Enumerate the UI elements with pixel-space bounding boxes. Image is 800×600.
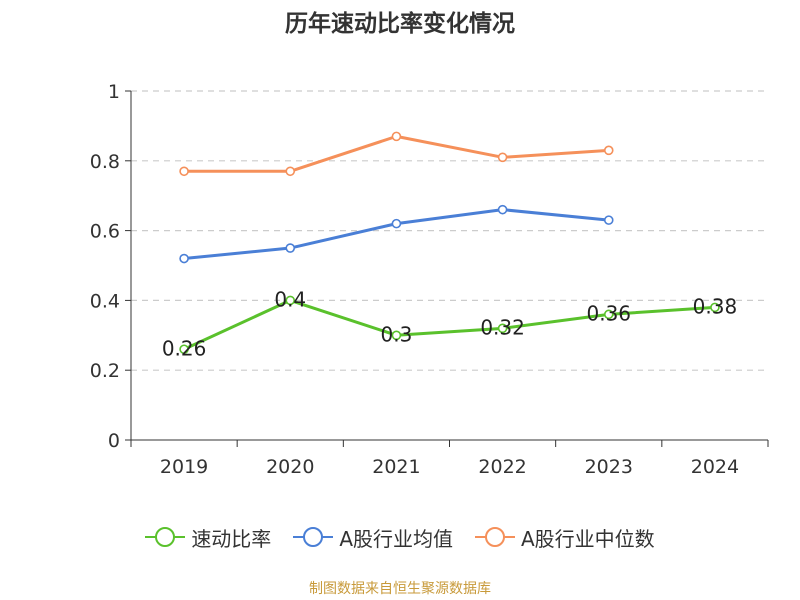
data-point: [391, 330, 402, 341]
legend-swatch: [145, 527, 186, 547]
data-point: [603, 309, 614, 320]
y-tick-label: 0.4: [90, 290, 120, 312]
legend-item[interactable]: A股行业中位数: [475, 523, 655, 552]
chart-title: 历年速动比率变化情况: [285, 11, 515, 37]
data-point: [391, 218, 402, 229]
data-point: [497, 323, 508, 334]
legend-label: A股行业均值: [339, 526, 453, 551]
source-footer: 制图数据来自恒生聚源数据库: [309, 581, 491, 597]
legend-swatch: [475, 527, 515, 547]
y-tick-label: 0: [108, 430, 120, 452]
x-tick-label: 2024: [691, 456, 739, 478]
x-tick-label: 2019: [160, 456, 208, 478]
series-line: [183, 208, 609, 261]
series-line: [184, 134, 609, 173]
y-tick-label: 0.2: [90, 360, 120, 382]
data-point: [285, 295, 296, 306]
data-point: [497, 204, 508, 215]
y-tick-label: 0.6: [90, 221, 120, 243]
data-point: [285, 243, 296, 253]
x-tick-label: 2021: [372, 456, 420, 478]
series-line: [183, 298, 716, 351]
legend-label: A股行业中位数: [521, 526, 655, 551]
data-point: [179, 253, 189, 264]
x-tick-label: 2022: [478, 456, 526, 478]
data-label: 0.4: [274, 287, 306, 311]
grid-lines: [131, 90, 768, 371]
data-label: 0.3: [381, 322, 413, 346]
y-tick-label: 1: [108, 81, 120, 103]
legend: 速动比率 A股行业均值 A股行业中位数: [0, 521, 800, 553]
legend-item[interactable]: 速动比率: [145, 523, 271, 552]
legend-item[interactable]: A股行业均值: [293, 523, 453, 552]
data-point: [603, 145, 614, 156]
data-label: 0.26: [162, 336, 207, 360]
x-tick-label: 2020: [266, 456, 314, 478]
series-lines: [179, 131, 720, 355]
data-label: 0.32: [480, 315, 525, 339]
data-point: [710, 302, 720, 313]
y-tick-label: 0.8: [90, 151, 120, 173]
axes: 0 0.2 0.4 0.6 0.8 1 2019 2020 2021 2022 2023 2024: [90, 81, 769, 478]
data-label: 0.36: [586, 301, 631, 325]
data-point: [497, 152, 508, 163]
legend-swatch: [293, 527, 334, 547]
data-label: 0.38: [693, 294, 738, 318]
x-tick-label: 2023: [585, 456, 633, 478]
data-point: [391, 131, 402, 142]
data-point: [179, 344, 189, 355]
data-point: [179, 166, 189, 177]
data-labels: 0.26 0.4 0.3 0.32 0.36 0.38: [162, 287, 737, 360]
legend-label: 速动比率: [191, 526, 272, 551]
data-point: [285, 166, 296, 177]
data-point: [603, 215, 614, 225]
